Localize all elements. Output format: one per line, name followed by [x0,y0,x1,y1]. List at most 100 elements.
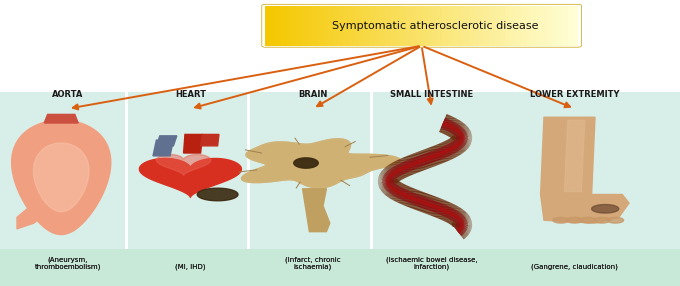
Bar [359,6,364,46]
Text: (Infarct, chronic
ischaemia): (Infarct, chronic ischaemia) [285,256,341,270]
Polygon shape [156,136,177,146]
Bar [422,6,427,46]
Polygon shape [541,194,629,223]
Bar [302,6,307,46]
Bar [568,6,573,46]
Bar [328,6,333,46]
Text: Symptomatic atherosclerotic disease: Symptomatic atherosclerotic disease [332,21,539,31]
Polygon shape [592,204,619,213]
Bar [416,6,422,46]
Bar [126,92,248,286]
Bar [275,6,281,46]
Text: (MI, IHD): (MI, IHD) [175,264,205,270]
Polygon shape [607,217,624,223]
Polygon shape [541,117,595,194]
Text: HEART: HEART [175,90,206,99]
Bar [447,6,453,46]
Bar [552,6,557,46]
Polygon shape [241,139,400,188]
Bar [515,6,521,46]
Bar [411,6,416,46]
Bar [271,6,275,46]
Bar [573,6,578,46]
Text: (Aneurysm,
thromboembolism): (Aneurysm, thromboembolism) [35,256,101,270]
Bar [318,6,322,46]
Bar [338,6,343,46]
Polygon shape [566,217,583,223]
Bar [474,6,479,46]
Bar [557,6,562,46]
Bar [322,6,328,46]
Bar [406,6,411,46]
Bar [307,6,312,46]
Polygon shape [294,158,318,168]
Bar [463,6,469,46]
Polygon shape [184,134,203,153]
Text: LOWER EXTREMITY: LOWER EXTREMITY [530,90,619,99]
Bar [427,6,432,46]
Bar [0,249,680,286]
Polygon shape [201,134,219,146]
Text: SMALL INTESTINE: SMALL INTESTINE [390,90,473,99]
Bar [494,6,500,46]
Bar [296,6,302,46]
Text: (Gangrene, claudication): (Gangrene, claudication) [531,264,618,270]
Polygon shape [153,140,173,156]
Bar [286,6,291,46]
Polygon shape [156,154,211,175]
Bar [375,6,380,46]
Bar [364,6,369,46]
Bar [396,6,401,46]
Bar [437,6,443,46]
Text: BRAIN: BRAIN [298,90,328,99]
Bar [443,6,447,46]
Bar [248,92,371,286]
Bar [531,6,537,46]
Bar [281,6,286,46]
Text: (Aneurysm,
thromboembolism): (Aneurysm, thromboembolism) [35,256,101,270]
Polygon shape [17,200,54,229]
Bar [484,6,490,46]
Bar [432,6,437,46]
Bar [547,6,552,46]
Polygon shape [580,217,596,223]
Polygon shape [139,158,241,197]
Bar [380,6,385,46]
Bar [385,6,390,46]
Bar [537,6,541,46]
Text: (Gangrene, claudication): (Gangrene, claudication) [531,264,618,270]
Bar [349,6,354,46]
Bar [333,6,338,46]
Bar [541,6,547,46]
Bar [510,6,515,46]
Text: (Ischaemic bowel disease,
infarction): (Ischaemic bowel disease, infarction) [386,256,477,270]
Bar [371,92,500,286]
Text: AORTA: AORTA [52,90,84,99]
Bar [505,6,510,46]
Bar [291,6,296,46]
Polygon shape [553,217,569,223]
Bar [343,6,349,46]
Bar [369,6,375,46]
Bar [354,6,359,46]
Text: (MI, IHD): (MI, IHD) [175,264,205,270]
Bar [458,6,463,46]
Bar [469,6,474,46]
Bar [401,6,406,46]
Polygon shape [33,143,89,212]
Bar [562,6,568,46]
Polygon shape [241,139,400,188]
Polygon shape [564,120,585,192]
Polygon shape [594,217,610,223]
Bar [312,6,318,46]
Bar [453,6,458,46]
Polygon shape [12,120,111,235]
Bar [526,6,531,46]
Bar [265,6,271,46]
Bar [500,6,505,46]
Bar [390,6,396,46]
Polygon shape [44,114,78,123]
Text: (Infarct, chronic
ischaemia): (Infarct, chronic ischaemia) [285,256,341,270]
Bar [0,92,126,286]
Bar [521,6,526,46]
